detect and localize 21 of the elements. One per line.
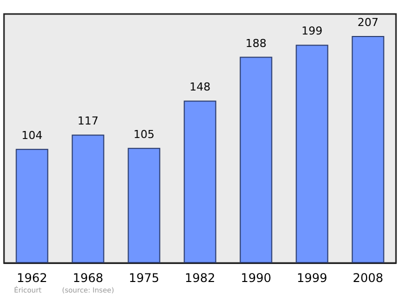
x-tick-label: 1999 [296,271,328,285]
data-label: 148 [190,80,210,94]
bar [184,100,216,263]
x-tick-label: 2008 [352,271,384,285]
x-tick-label: 1962 [16,271,48,285]
data-label: 104 [22,128,42,142]
x-tick-label: 1990 [240,271,272,285]
data-label: 199 [302,24,322,38]
data-label: 188 [246,36,266,50]
data-label: 105 [134,128,154,141]
data-label: 207 [358,16,378,29]
x-tick-label: 1968 [72,271,104,285]
x-tick-label: 1975 [128,271,160,285]
bar [16,148,48,263]
bar [296,44,328,263]
bar [72,134,104,263]
bar [240,56,272,263]
bar [352,36,384,263]
data-label: 117 [78,114,98,128]
x-tick-label: 1982 [184,271,216,285]
bar [128,148,160,263]
